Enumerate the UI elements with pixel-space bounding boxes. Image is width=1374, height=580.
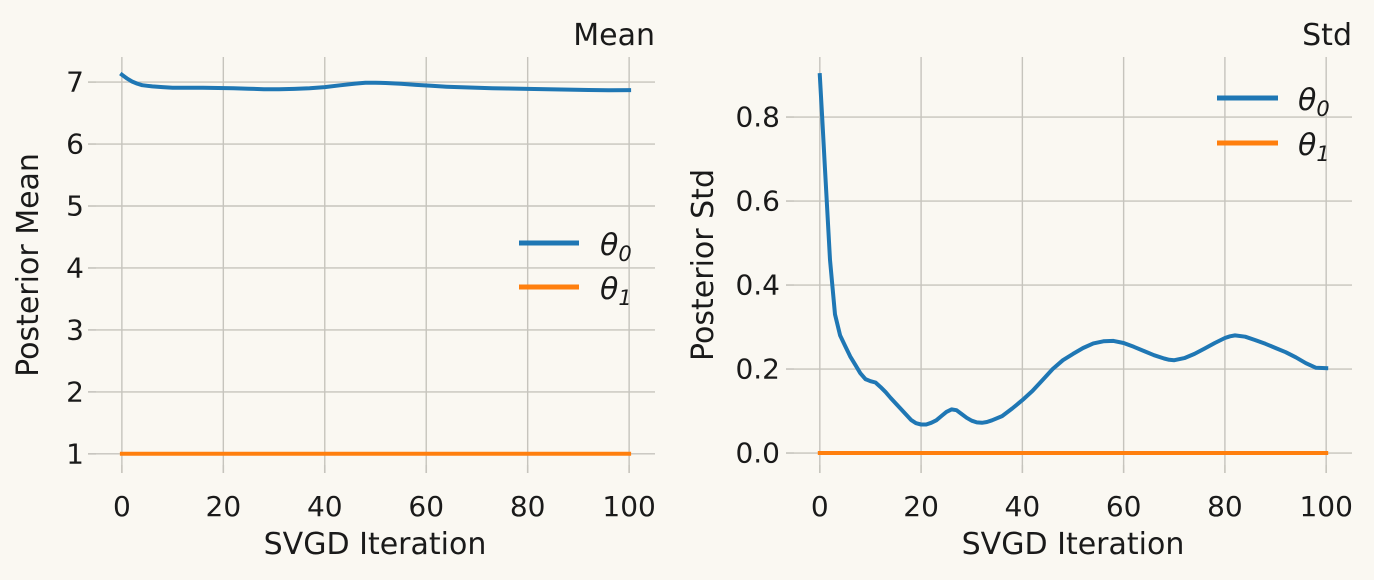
y-tick-label: 2 [66, 375, 84, 408]
x-tick-label: 0 [811, 490, 829, 523]
legend-label-theta0: θ0 [1298, 83, 1330, 122]
std-tick-marks [786, 116, 1327, 473]
mean-tick-labels: 0 20 40 60 80 100 1 2 3 4 5 6 7 [66, 66, 656, 523]
x-tick-label: 100 [602, 490, 655, 523]
y-tick-label: 0.4 [735, 269, 780, 302]
y-tick-label: 0.2 [735, 353, 780, 386]
x-tick-label: 80 [510, 490, 546, 523]
x-tick-label: 20 [903, 490, 939, 523]
x-tick-label: 40 [307, 490, 343, 523]
series-line-theta0 [817, 72, 1329, 427]
x-tick-label: 40 [1005, 490, 1041, 523]
x-tick-label: 80 [1207, 490, 1243, 523]
legend-label-theta1: θ1 [600, 272, 632, 311]
std-chart: 0 20 40 60 80 100 0.0 0.2 0.4 0.6 0.8 Std SVGD Ite… [686, 18, 1353, 562]
y-tick-label: 1 [66, 437, 84, 470]
y-tick-label: 5 [66, 190, 84, 223]
x-tick-label: 60 [1106, 490, 1142, 523]
series-line-theta0 [119, 71, 632, 93]
y-tick-label: 3 [66, 313, 84, 346]
x-tick-label: 100 [1299, 490, 1352, 523]
legend-label-theta0: θ0 [600, 228, 632, 267]
mean-x-axis-label: SVGD Iteration [264, 527, 487, 562]
x-tick-label: 60 [408, 490, 444, 523]
mean-tick-marks [88, 81, 630, 473]
y-tick-label: 7 [66, 66, 84, 99]
y-tick-label: 0.6 [735, 185, 780, 218]
std-chart-title: Std [1302, 18, 1352, 53]
std-y-axis-label: Posterior Std [686, 169, 721, 361]
std-x-axis-label: SVGD Iteration [962, 527, 1185, 562]
mean-data-series [119, 71, 632, 456]
std-gridlines [794, 57, 1352, 465]
std-tick-labels: 0 20 40 60 80 100 0.0 0.2 0.4 0.6 0.8 [735, 101, 1352, 523]
mean-y-axis-label: Posterior Mean [11, 153, 46, 377]
legend-label-theta1: θ1 [1298, 128, 1330, 167]
mean-gridlines [96, 57, 655, 465]
std-data-series [817, 72, 1329, 455]
y-tick-label: 0.8 [735, 101, 780, 134]
y-tick-label: 0.0 [735, 437, 780, 470]
y-tick-label: 4 [66, 251, 84, 284]
mean-chart-title: Mean [573, 18, 655, 53]
x-tick-label: 20 [206, 490, 242, 523]
y-tick-label: 6 [66, 128, 84, 161]
x-tick-label: 0 [113, 490, 131, 523]
